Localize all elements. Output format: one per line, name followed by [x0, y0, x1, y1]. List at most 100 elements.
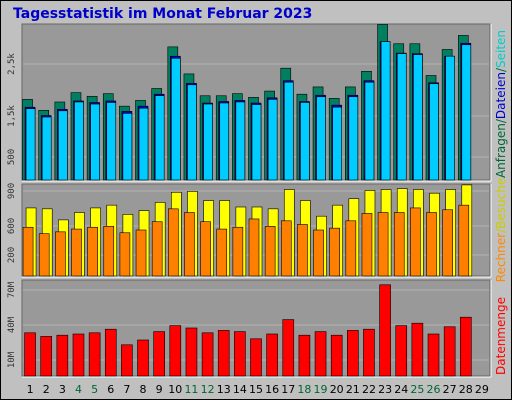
- bar-datenmenge: [153, 331, 165, 377]
- bar-datenmenge: [56, 334, 69, 377]
- bar-rechner: [71, 228, 82, 277]
- x-tick-label: 4: [75, 383, 82, 396]
- bar-seiten: [429, 83, 439, 181]
- panel-requests-files-pages: 500 1,5k 2,5k: [7, 23, 492, 182]
- bar-rechner: [410, 207, 421, 277]
- bar-datenmenge: [104, 328, 117, 377]
- legend-entry: Datenmenge: [494, 297, 508, 375]
- legend-hosts-visits: Rechner/Besuche: [494, 178, 508, 282]
- y-tick-label: 200: [7, 247, 17, 263]
- y-tick-label: 1,5k: [7, 105, 17, 127]
- bar-seiten: [283, 81, 294, 181]
- legend-requests-files-pages: Anfragen/Dateien/Seiten: [494, 30, 508, 178]
- bar-seiten: [41, 116, 52, 181]
- bar-datenmenge: [24, 332, 36, 377]
- bar-seiten: [58, 110, 68, 181]
- x-tick-label: 12: [201, 383, 215, 396]
- x-tick-label: 18: [297, 383, 311, 396]
- bar-seiten: [106, 102, 117, 181]
- x-tick-label: 28: [459, 383, 473, 396]
- bar-seiten: [235, 101, 246, 181]
- bar-seiten: [122, 113, 133, 181]
- bar-rechner: [232, 226, 244, 277]
- bar-seiten: [251, 104, 262, 181]
- x-tick-label: 17: [281, 383, 295, 396]
- bar-seiten: [171, 57, 181, 181]
- panel-hosts-visits: 200 600 900: [7, 183, 492, 278]
- bar-datenmenge: [137, 339, 149, 377]
- x-tick-label: 10: [168, 383, 182, 396]
- x-tick-label: 19: [314, 383, 328, 396]
- bar-datenmenge: [347, 330, 359, 377]
- x-tick-label: 24: [394, 383, 408, 396]
- bar-datenmenge: [282, 319, 295, 377]
- bar-datenmenge: [250, 338, 262, 377]
- bar-seiten: [187, 84, 197, 181]
- x-tick-label: 23: [378, 383, 392, 396]
- x-tick-label: 6: [107, 383, 114, 396]
- x-tick-label: 9: [156, 383, 163, 396]
- legend-entry: Rechner: [494, 233, 508, 282]
- bar-rechner: [119, 232, 131, 277]
- bar-datenmenge: [314, 331, 327, 377]
- bar-rechner: [393, 212, 405, 277]
- bar-rechner: [22, 226, 34, 277]
- bar-seiten: [413, 54, 423, 181]
- y-tick-label: 600: [7, 218, 17, 234]
- legend-traffic: Datenmenge: [494, 297, 508, 375]
- bar-datenmenge: [427, 333, 440, 377]
- bar-seiten: [267, 99, 278, 181]
- bar-rechner: [248, 218, 260, 277]
- legend-entry: Besuche: [494, 178, 508, 229]
- bar-rechner: [377, 212, 389, 277]
- chart-title: Tagesstatistik im Monat Februar 2023: [13, 6, 313, 22]
- y-tick-label: 70M: [7, 281, 17, 298]
- bar-datenmenge: [40, 336, 53, 377]
- bar-rechner: [458, 204, 470, 277]
- bar-datenmenge: [395, 325, 408, 377]
- bar-rechner: [329, 227, 340, 277]
- x-tick-label: 20: [330, 383, 344, 396]
- x-tick-label: 8: [140, 383, 147, 396]
- x-tick-label: 1: [27, 383, 34, 396]
- bar-seiten: [380, 41, 391, 181]
- bar-seiten: [219, 102, 230, 181]
- bar-rechner: [38, 233, 50, 277]
- x-tick-label: 16: [265, 383, 279, 396]
- bar-datenmenge: [185, 327, 198, 377]
- x-tick-label: 27: [443, 383, 457, 396]
- bar-seiten: [348, 96, 359, 181]
- bar-seiten: [461, 44, 472, 181]
- bar-datenmenge: [266, 333, 278, 377]
- bar-seiten: [203, 103, 213, 181]
- x-tick-label: 11: [184, 383, 198, 396]
- bar-seiten: [25, 108, 36, 181]
- legend-entry: Seiten: [494, 30, 508, 68]
- x-tick-label: 29: [475, 383, 489, 396]
- y-tick-label: 2,5k: [7, 53, 17, 75]
- bar-seiten: [90, 103, 100, 181]
- bar-rechner: [280, 220, 292, 277]
- bar-seiten: [364, 81, 375, 181]
- bar-rechner: [345, 220, 357, 277]
- bar-datenmenge: [330, 334, 343, 377]
- bar-datenmenge: [411, 322, 424, 377]
- legend-entry: /: [494, 118, 508, 123]
- bar-seiten: [445, 55, 455, 181]
- bar-datenmenge: [201, 332, 214, 377]
- bar-datenmenge: [363, 328, 375, 377]
- bar-seiten: [138, 107, 149, 181]
- bar-rechner: [55, 231, 66, 277]
- bar-datenmenge: [379, 284, 391, 377]
- legend-entry: /: [494, 228, 508, 233]
- y-tick-label: 900: [7, 183, 17, 199]
- y-tick-label: 500: [7, 149, 17, 165]
- y-tick-label: 40M: [7, 316, 17, 333]
- x-tick-label: 7: [123, 383, 130, 396]
- panel-traffic: 10M 40M 70M: [7, 279, 492, 378]
- x-tick-label: 21: [346, 383, 360, 396]
- x-tick-label: 5: [91, 383, 98, 396]
- bar-rechner: [135, 229, 147, 277]
- y-tick-label: 10M: [7, 351, 17, 368]
